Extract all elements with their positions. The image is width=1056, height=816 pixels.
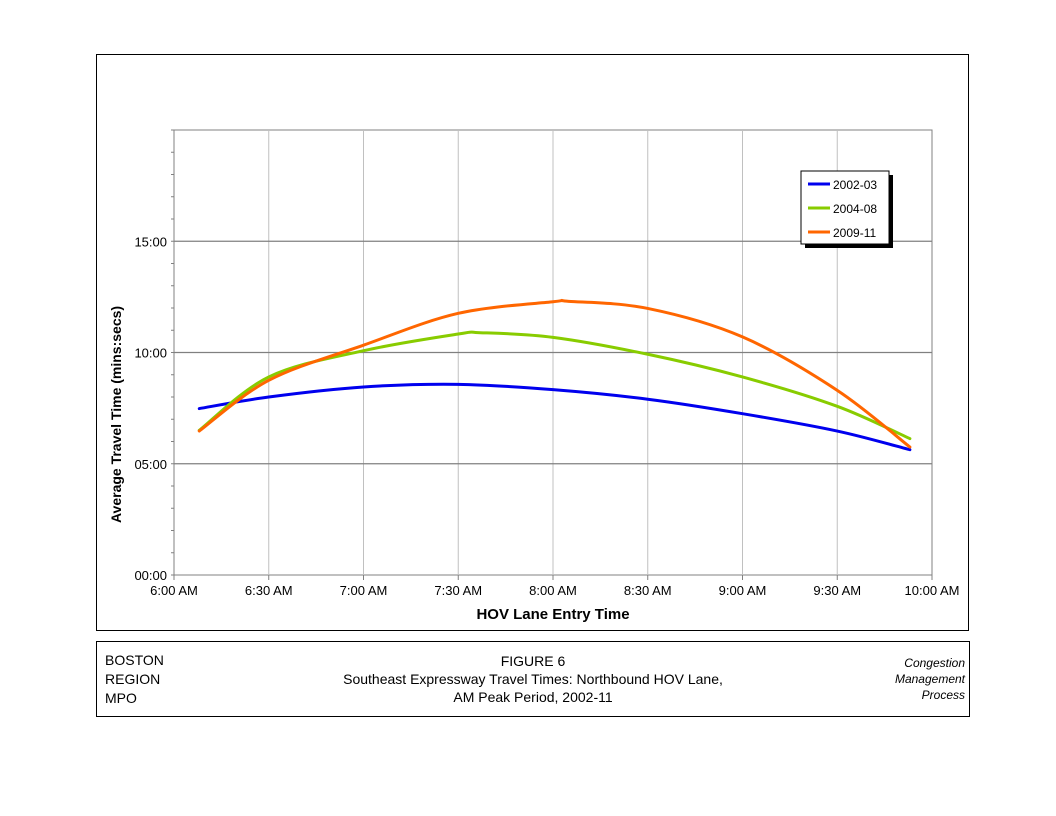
x-tick-label: 8:00 AM bbox=[529, 583, 577, 598]
program-line: Congestion bbox=[904, 656, 965, 670]
y-tick-label: 00:00 bbox=[134, 568, 167, 583]
figure-caption: BOSTON REGION MPO FIGURE 6 Southeast Exp… bbox=[96, 641, 970, 717]
figure-number: FIGURE 6 bbox=[500, 653, 566, 669]
legend-label: 2004-08 bbox=[833, 202, 877, 216]
x-tick-label: 8:30 AM bbox=[624, 583, 672, 598]
series-line-2009-11 bbox=[197, 298, 912, 449]
org-line: REGION bbox=[105, 671, 161, 687]
x-tick-label: 6:00 AM bbox=[150, 583, 198, 598]
series-line-2002-03 bbox=[197, 382, 912, 452]
x-tick-label: 7:30 AM bbox=[434, 583, 482, 598]
legend-label: 2009-11 bbox=[833, 226, 876, 240]
program-line: Management bbox=[894, 672, 965, 686]
figure-title: FIGURE 6 Southeast Expressway Travel Tim… bbox=[97, 652, 969, 706]
y-tick-label: 15:00 bbox=[134, 234, 167, 249]
program-line: Process bbox=[921, 688, 965, 702]
org-line: BOSTON bbox=[105, 652, 164, 668]
chart-frame bbox=[96, 54, 969, 631]
x-axis-label: HOV Lane Entry Time bbox=[476, 606, 629, 623]
y-axis-label: Average Travel Time (mins:secs) bbox=[108, 306, 124, 523]
figure-title-line: Southeast Expressway Travel Times: North… bbox=[343, 671, 723, 687]
figure-title-line: AM Peak Period, 2002-11 bbox=[453, 689, 613, 705]
y-tick-label: 05:00 bbox=[134, 457, 167, 472]
x-tick-label: 6:30 AM bbox=[245, 583, 293, 598]
x-tick-label: 9:00 AM bbox=[719, 583, 767, 598]
x-tick-label: 7:00 AM bbox=[340, 583, 388, 598]
x-tick-label: 10:00 AM bbox=[905, 583, 960, 598]
x-tick-label: 9:30 AM bbox=[813, 583, 861, 598]
chart: 6:00 AM 6:30 AM 7:00 AM 7:30 AM 8:00 AM 8:30 … bbox=[108, 129, 960, 623]
organization-name: BOSTON REGION MPO bbox=[105, 651, 164, 708]
org-line: MPO bbox=[105, 690, 137, 706]
legend-label: 2002-03 bbox=[833, 178, 877, 192]
legend: 2002-03 2004-08 2009-11 bbox=[800, 170, 893, 248]
program-name: Congestion Management Process bbox=[895, 655, 965, 703]
y-tick-label: 10:00 bbox=[134, 346, 167, 361]
